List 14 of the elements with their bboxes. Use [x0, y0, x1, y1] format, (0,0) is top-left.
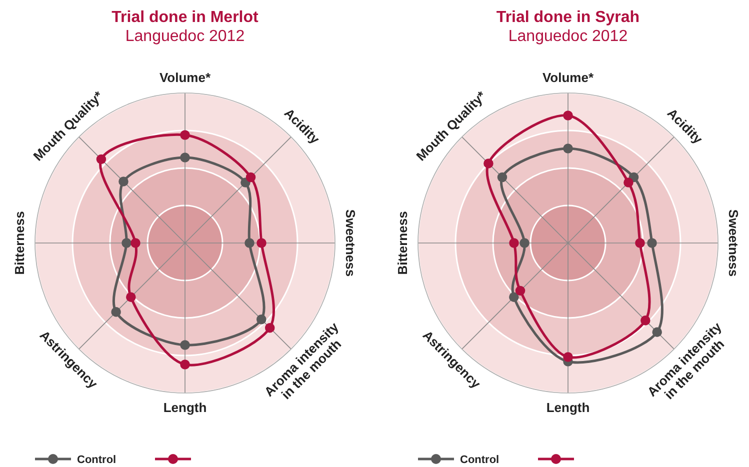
spoke-label: Volume*	[542, 70, 594, 85]
spoke-label: Volume*	[159, 70, 212, 85]
spoke-label: Bitterness	[12, 211, 27, 275]
legend-label: Control	[460, 454, 500, 466]
spoke-label: Sweetness	[343, 209, 358, 277]
spoke-label: Length	[163, 400, 207, 415]
legend-label: Control	[77, 454, 116, 466]
chart-subtitle: Languedoc 2012	[508, 28, 628, 45]
spoke-label: Length	[546, 400, 590, 415]
spoke-label: Sweetness	[726, 209, 741, 277]
chart-title: Trial done in Merlot	[112, 9, 260, 26]
chart-title: Trial done in Syrah	[496, 9, 640, 26]
spoke-label: Bitterness	[395, 211, 410, 275]
chart-subtitle: Languedoc 2012	[125, 28, 245, 45]
